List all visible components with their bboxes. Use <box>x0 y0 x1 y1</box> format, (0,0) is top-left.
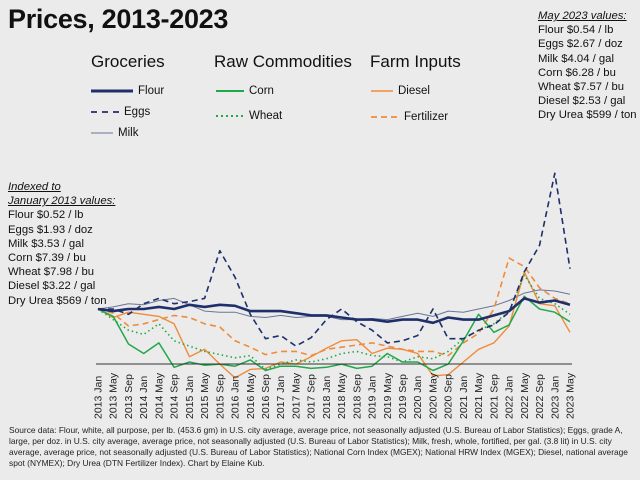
x-tick-label: 2013 Jan <box>93 376 105 419</box>
x-tick-label: 2016 Sep <box>260 374 272 419</box>
latest-row-wheat: Wheat $7.57 / bu <box>538 81 625 94</box>
x-tick-label: 2023 May <box>565 372 577 419</box>
x-tick-label: 2019 May <box>382 372 394 419</box>
series-line-flour <box>97 297 571 325</box>
x-tick-label: 2023 Jan <box>549 376 561 419</box>
x-tick-label: 2014 May <box>153 372 165 419</box>
x-tick-label: 2017 May <box>290 372 302 419</box>
legend-label-wheat: Wheat <box>249 110 283 122</box>
legend-label-corn: Corn <box>249 85 274 97</box>
chart-title: Prices, 2013-2023 <box>8 4 229 34</box>
legend-label-milk: Milk <box>118 127 139 139</box>
x-tick-label: 2016 May <box>245 372 257 419</box>
x-tick-label: 2021 Jan <box>458 376 470 419</box>
series-line-wheat <box>97 274 571 371</box>
baseline-row-urea: Dry Urea $569 / ton <box>8 294 107 307</box>
legend-item-corn: Corn <box>215 84 274 98</box>
latest-header: May 2023 values: <box>538 10 627 22</box>
legend-swatch-fertilizer <box>371 116 399 118</box>
legend-label-diesel: Diesel <box>398 85 430 97</box>
baseline-row-flour: Flour $0.52 / lb <box>8 209 84 222</box>
baseline-header-line-1: Indexed to <box>8 181 61 193</box>
legend-item-flour: Flour <box>90 84 164 98</box>
series-layer <box>97 172 571 379</box>
legend-item-diesel: Diesel <box>370 84 430 98</box>
x-tick-label: 2020 Jan <box>412 376 424 419</box>
legend-swatch-eggs <box>91 111 119 113</box>
latest-row-diesel: Diesel $2.53 / gal <box>538 95 626 108</box>
latest-row-flour: Flour $0.54 / lb <box>538 24 614 37</box>
x-tick-label: 2018 May <box>336 372 348 419</box>
source-note: Source data: Flour, white, all purpose, … <box>9 425 628 468</box>
x-tick-label: 2021 Sep <box>488 374 500 419</box>
x-tick-label: 2021 May <box>473 372 485 419</box>
x-tick-label: 2020 Sep <box>443 374 455 419</box>
latest-row-milk: Milk $4.04 / gal <box>538 52 614 65</box>
series-line-fertilizer <box>97 257 571 357</box>
x-tick-label: 2018 Jan <box>321 376 333 419</box>
x-tick-label: 2015 Sep <box>214 374 226 419</box>
baseline-values-box: Indexed to January 2013 values: Flour $0… <box>8 180 115 308</box>
baseline-row-eggs: Eggs $1.93 / doz <box>8 223 93 236</box>
baseline-row-diesel: Diesel $3.22 / gal <box>8 280 96 293</box>
baseline-row-milk: Milk $3.53 / gal <box>8 237 84 250</box>
baseline-row-corn: Corn $7.39 / bu <box>8 252 86 265</box>
legend-label-eggs: Eggs <box>124 106 151 118</box>
legend-heading-groceries: Groceries <box>91 52 165 71</box>
latest-row-urea: Dry Urea $599 / ton <box>538 109 637 122</box>
series-line-eggs <box>98 172 571 347</box>
latest-row-corn: Corn $6.28 / bu <box>538 66 616 79</box>
x-tick-label: 2022 Jan <box>504 376 516 419</box>
latest-values-box: May 2023 values: Flour $0.54 / lb Eggs $… <box>538 9 637 123</box>
legend-item-milk: Milk <box>90 126 138 140</box>
series-line-milk <box>97 289 571 321</box>
legend-label-fertilizer: Fertilizer <box>404 111 449 123</box>
x-tick-label: 2020 May <box>428 372 440 419</box>
x-tick-label: 2018 Sep <box>351 374 363 419</box>
x-tick-label: 2017 Sep <box>306 374 318 419</box>
legend-heading-farm-inputs: Farm Inputs <box>370 52 461 71</box>
x-tick-label: 2013 Sep <box>123 374 135 419</box>
legend-item-fertilizer: Fertilizer <box>370 110 448 124</box>
x-tick-label: 2019 Sep <box>397 374 409 419</box>
x-tick-label: 2022 May <box>519 372 531 419</box>
legend-item-wheat: Wheat <box>215 109 282 123</box>
x-tick-label: 2013 May <box>108 372 120 419</box>
x-tick-label: 2015 May <box>199 372 211 419</box>
baseline-header-line-2: January 2013 values: <box>8 195 116 208</box>
x-tick-layer: 2013 Jan 2013 May 2013 Sep 2014 Jan 2014 May… <box>93 372 577 419</box>
legend-swatch-diesel <box>371 90 393 92</box>
baseline-row-wheat: Wheat $7.98 / bu <box>8 266 95 279</box>
x-tick-label: 2016 Jan <box>230 376 242 419</box>
series-line-diesel <box>97 271 571 379</box>
x-tick-label: 2014 Sep <box>169 374 181 419</box>
legend-item-eggs: Eggs <box>90 105 150 119</box>
legend-label-flour: Flour <box>138 85 165 97</box>
x-tick-label: 2022 Sep <box>534 374 546 419</box>
x-tick-label: 2017 Jan <box>275 376 287 419</box>
legend-swatch-corn <box>216 90 244 92</box>
latest-row-eggs: Eggs $2.67 / doz <box>538 38 623 51</box>
legend-swatch-milk <box>91 132 113 134</box>
legend-heading-raw-commodities: Raw Commodities <box>214 52 352 71</box>
series-line-corn <box>97 295 571 372</box>
x-tick-label: 2019 Jan <box>367 376 379 419</box>
x-tick-label: 2015 Jan <box>184 376 196 419</box>
x-tick-label: 2014 Jan <box>138 376 150 419</box>
legend-swatch-flour <box>91 89 133 93</box>
